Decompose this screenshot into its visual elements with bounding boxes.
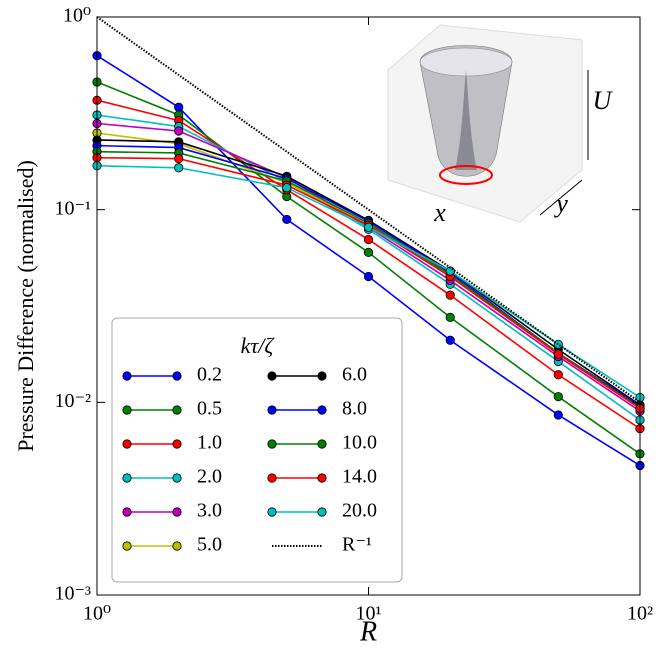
legend-label: R⁻¹ <box>342 534 372 556</box>
legend-marker <box>122 439 132 449</box>
legend-marker <box>317 439 327 449</box>
legend-label: 14.0 <box>342 466 377 488</box>
legend-marker <box>122 371 132 381</box>
legend-label: 20.0 <box>342 500 377 522</box>
reference-line <box>96 16 641 404</box>
data-point <box>553 349 563 359</box>
data-point <box>282 214 292 225</box>
inset-ring <box>439 165 493 185</box>
legend-label: 0.2 <box>197 364 222 386</box>
inset-label: U <box>593 86 614 115</box>
data-point <box>553 370 563 380</box>
legend-marker <box>122 405 132 415</box>
legend-marker <box>267 439 277 449</box>
legend-label: 5.0 <box>197 534 222 556</box>
legend-marker <box>172 439 182 449</box>
legend-label: 3.0 <box>197 500 222 522</box>
legend-marker <box>267 405 277 415</box>
legend-marker <box>317 473 327 483</box>
legend-marker <box>267 371 277 381</box>
legend-marker <box>122 473 132 483</box>
inset-label: y <box>553 189 568 218</box>
y-tick-label: 10⁻² <box>54 390 91 412</box>
legend-marker <box>317 507 327 517</box>
legend-label: 2.0 <box>197 466 222 488</box>
x-tick-label: 10¹ <box>356 603 382 625</box>
data-point <box>445 312 455 322</box>
legend-marker <box>122 507 132 517</box>
inset-axis <box>539 179 583 216</box>
legend-marker <box>172 405 182 415</box>
y-tick-label: 10⁻¹ <box>54 197 91 219</box>
data-point <box>363 234 374 245</box>
x-axis-label: R <box>359 616 377 647</box>
legend-label: 8.0 <box>342 398 367 420</box>
legend-marker <box>317 405 327 415</box>
legend-title: kτ/ζ <box>241 333 276 358</box>
data-point <box>445 290 455 300</box>
legend-marker <box>267 507 277 517</box>
data-point <box>363 247 374 258</box>
legend-marker <box>267 473 277 483</box>
data-point <box>174 102 184 112</box>
data-point <box>174 163 184 173</box>
y-tick-label: 10⁰ <box>63 5 91 27</box>
legend-marker <box>172 473 182 483</box>
legend-label: 0.5 <box>197 398 222 420</box>
legend-marker <box>172 541 182 551</box>
data-point <box>553 410 563 420</box>
inset-cone <box>455 70 477 170</box>
legend-label: 10.0 <box>342 432 377 454</box>
data-point <box>445 335 455 345</box>
data-point <box>363 271 374 282</box>
legend-label: 1.0 <box>197 432 222 454</box>
inset-label: x <box>433 198 446 227</box>
legend-marker <box>172 507 182 517</box>
data-point <box>553 339 563 349</box>
legend-marker <box>172 371 182 381</box>
data-point <box>363 222 374 232</box>
x-tick-label: 10² <box>627 603 653 625</box>
legend-marker <box>122 541 132 551</box>
legend-marker <box>317 371 327 381</box>
plot-area <box>92 16 645 471</box>
data-point <box>553 392 563 402</box>
data-point <box>282 183 292 193</box>
data-point <box>174 126 184 136</box>
y-tick-label: 10⁻³ <box>54 583 91 605</box>
legend-box <box>111 317 403 583</box>
inset <box>387 24 589 223</box>
data-point <box>174 154 184 164</box>
x-tick-label: 10⁰ <box>83 603 111 625</box>
y-axis-label: Pressure Difference (normalised) <box>13 160 38 452</box>
legend-label: 6.0 <box>342 364 367 386</box>
